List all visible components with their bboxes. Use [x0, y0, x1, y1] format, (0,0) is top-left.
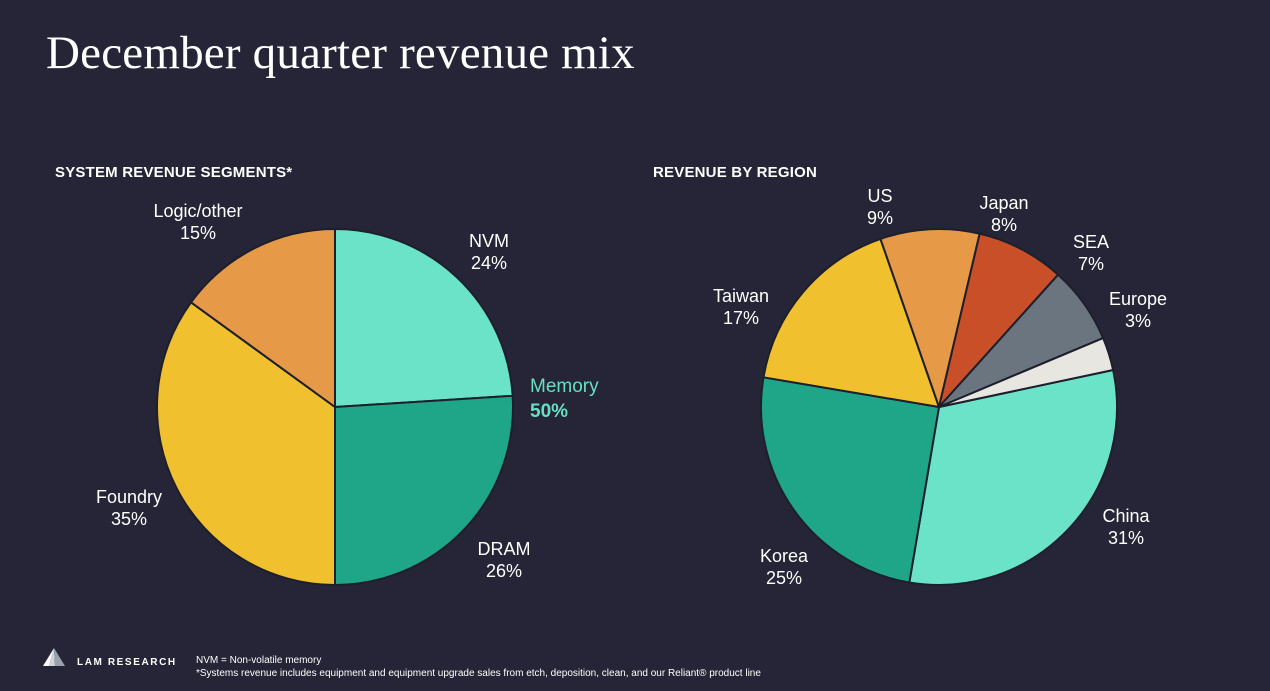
footnote-systems-revenue: *Systems revenue includes equipment and …: [196, 668, 761, 679]
pie-slice-us: [879, 227, 981, 408]
slice-name: NVM: [469, 231, 509, 251]
pie-slice-europe: [938, 337, 1115, 408]
slice-label-us: US 9%: [867, 185, 893, 229]
lam-research-logo: LAM RESEARCH: [43, 648, 177, 668]
region-revenue-pie: [760, 227, 1118, 586]
pie-slice-japan: [938, 232, 1060, 408]
slice-name: Europe: [1108, 289, 1168, 309]
slice-label-taiwan: Taiwan 17%: [713, 285, 769, 329]
slice-name: Foundry: [95, 487, 163, 507]
slice-label-logic-other: Logic/other 15%: [153, 200, 242, 244]
slice-value: 7%: [1077, 254, 1104, 274]
slice-label-korea: Korea 25%: [760, 545, 808, 589]
slice-name: China: [1102, 506, 1150, 526]
memory-label-value: 50%: [530, 401, 569, 422]
lam-logo-icon: [43, 648, 65, 666]
pie-slice-dram: [334, 394, 515, 586]
pie-slice-china: [908, 368, 1118, 586]
slice-name: Korea: [759, 546, 809, 566]
slice-name: Japan: [979, 193, 1029, 213]
slice-name: Logic/other: [153, 201, 243, 221]
slice-name: SEA: [1072, 232, 1110, 252]
slice-label-sea: SEA 7%: [1073, 231, 1109, 275]
slice-value: 35%: [110, 509, 148, 529]
footnote-nvm: NVM = Non-volatile memory: [196, 655, 322, 666]
system-revenue-title: SYSTEM REVENUE SEGMENTS*: [55, 164, 293, 181]
slice-name: DRAM: [477, 539, 531, 559]
page-title: December quarter revenue mix: [46, 27, 635, 79]
slice-label-nvm: NVM 24%: [469, 230, 509, 274]
slice-label-china: China 31%: [1102, 505, 1149, 549]
slice-value: 25%: [765, 568, 803, 588]
slice-value: 24%: [470, 253, 508, 273]
footnotes: NVM = Non-volatile memory *Systems reven…: [196, 654, 761, 680]
pie-slice-taiwan: [762, 237, 940, 408]
region-revenue-title: REVENUE BY REGION: [653, 164, 817, 181]
slice-value: 31%: [1107, 528, 1145, 548]
slice-value: 15%: [179, 223, 217, 243]
system-revenue-pie: [156, 228, 515, 586]
slice-value: 8%: [990, 215, 1018, 235]
pie-slice-logic-other: [189, 228, 336, 408]
slice-name: US: [867, 186, 893, 206]
slice-name: Taiwan: [712, 286, 770, 306]
slice-value: 3%: [1124, 311, 1152, 331]
slice-value: 9%: [866, 208, 894, 228]
slice-label-japan: Japan 8%: [979, 192, 1028, 236]
slice-value: 26%: [485, 561, 523, 581]
pie-slice-foundry: [156, 301, 336, 586]
slice-value: 17%: [722, 308, 760, 328]
pie-slice-nvm: [334, 228, 514, 408]
slice-label-europe: Europe 3%: [1109, 288, 1167, 332]
slice-label-foundry: Foundry 35%: [96, 486, 162, 530]
memory-label-text: Memory: [530, 376, 599, 397]
memory-group-label: Memory 50%: [530, 374, 599, 424]
logo-text: LAM RESEARCH: [77, 656, 177, 668]
slice-label-dram: DRAM 26%: [478, 538, 531, 582]
pie-slice-korea: [760, 376, 940, 584]
